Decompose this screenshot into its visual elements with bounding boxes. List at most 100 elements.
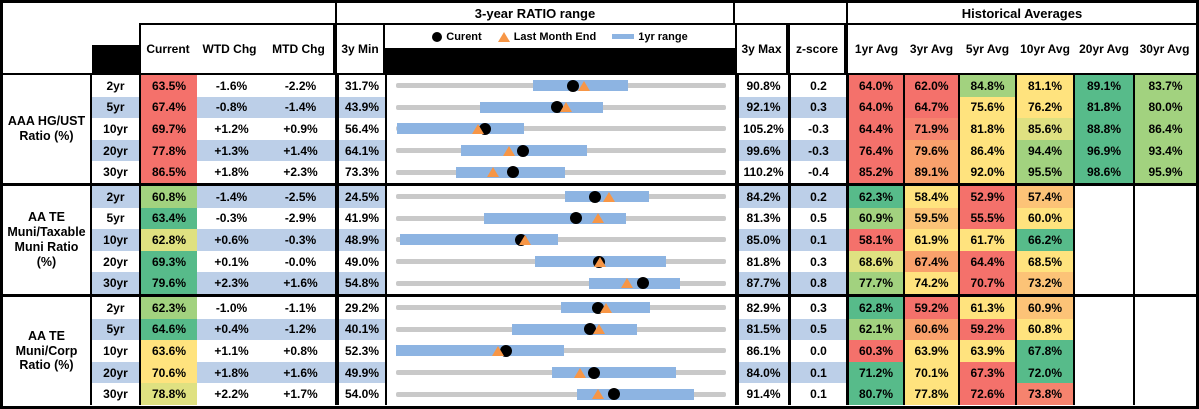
3y-min-cell: 49.0% [335,250,385,273]
range-chart-cell [385,139,735,162]
hist-avg-cell [1073,229,1133,251]
ratio-group-3: AA TE Muni/Corp Ratio (%) 2yr 62.3% -1.0% -1.1… [3,293,1196,405]
hist-avg-cell: 93.4% [1133,139,1196,162]
current-cell: 70.6% [139,361,197,384]
last-month-end-triangle [620,278,633,289]
hist-avg-cell: 58.4% [903,185,958,208]
3y-min-cell: 29.2% [335,296,385,319]
hist-avg-cell: 96.9% [1073,139,1133,162]
current-cell: 86.5% [139,161,197,183]
chart-legend: Curent Last Month End 1yr range [385,25,735,48]
hist-avg-cell: 76.2% [1015,96,1073,119]
hist-avg-cell: 81.1% [1015,75,1073,97]
3y-max-cell: 92.1% [735,96,788,119]
hist-avg-cell: 59.2% [903,296,958,319]
one-year-range-bar [397,123,524,135]
range-chart-cell [385,318,735,341]
one-year-range-bar [479,101,604,113]
last-month-end-triangle [574,367,587,378]
wtd-chg-cell: -0.3% [197,207,266,230]
z-score-cell: 0.1 [788,383,846,405]
current-cell: 63.5% [139,75,197,97]
current-column-header: Current [146,42,190,56]
3y-min-cell: 40.1% [335,318,385,341]
current-cell: 69.3% [139,250,197,273]
wtd-chg-cell: +1.8% [197,361,266,384]
range-chart-cell [385,161,735,183]
group-label: AAA HG/UST Ratio (%) [3,75,90,183]
maturity-cell: 30yr [90,161,139,183]
3y-max-cell: 82.9% [735,296,788,319]
hist-avg-cell: 73.8% [1015,383,1073,405]
3y-max-cell: 90.8% [735,75,788,97]
range-chart-cell [385,229,735,251]
current-dot [636,277,649,290]
one-year-range-bar [552,367,677,379]
range-chart-cell [385,118,735,140]
hist-avg-cell [1133,185,1196,208]
hist-avg-cell: 81.8% [1073,96,1133,119]
last-month-end-triangle [599,302,612,313]
wtd-chg-cell: +1.3% [197,139,266,162]
hist-avg-cell [1073,207,1133,230]
hist-avg-cell [1073,272,1133,294]
last-month-end-triangle [491,345,504,356]
hist-avg-cell: 60.8% [1015,318,1073,341]
hist-avg-cell: 88.8% [1073,118,1133,140]
mtd-chg-cell: -0.0% [266,250,335,273]
maturity-cell: 2yr [90,75,139,97]
mtd-chg-cell: +1.4% [266,139,335,162]
hist-avg-cell [1073,185,1133,208]
z-score-cell: 0.5 [788,207,846,230]
last-month-end-triangle [592,213,605,224]
current-cell: 62.3% [139,296,197,319]
hist-avg-cell: 80.0% [1133,96,1196,119]
legend-1yr-range: 1yr range [612,31,688,43]
hist-avg-cell [1133,229,1196,251]
hist-avg-cell: 52.9% [958,185,1015,208]
legend-last-month-label: Last Month End [513,30,597,43]
hist-avg-cell: 71.2% [846,361,903,384]
20yr-avg-column-header: 20yr Avg [1079,42,1129,56]
one-year-range-bar-icon [612,34,635,39]
mtd-chg-cell: +1.6% [266,272,335,294]
hist-avg-cell: 72.0% [1015,361,1073,384]
hist-avg-cell: 64.7% [903,96,958,119]
hist-avg-cell: 77.8% [903,383,958,405]
hist-avg-cell: 70.7% [958,272,1015,294]
hist-avg-cell: 62.8% [846,296,903,319]
last-month-end-triangle-icon [497,31,510,42]
wtd-chg-cell: +2.2% [197,383,266,405]
3y-min-cell: 54.0% [335,383,385,405]
3y-max-cell: 87.7% [735,272,788,294]
mtd-chg-cell: -1.4% [266,96,335,119]
mtd-chg-cell: -2.2% [266,75,335,97]
3y-min-cell: 43.9% [335,96,385,119]
hist-avg-cell: 84.8% [958,75,1015,97]
z-score-cell: 0.5 [788,318,846,341]
hist-avg-cell [1073,250,1133,273]
range-section-title: 3-year RATIO range [335,3,735,25]
hist-avg-cell: 83.7% [1133,75,1196,97]
3y-max-cell: 110.2% [735,161,788,183]
mtd-chg-cell: +0.8% [266,340,335,362]
current-cell: 63.4% [139,207,197,230]
wtd-chg-cell: -1.4% [197,185,266,208]
hist-avg-cell: 86.4% [958,139,1015,162]
hist-avg-cell: 79.6% [903,139,958,162]
hist-avg-cell: 98.6% [1073,161,1133,183]
legend-current-label: Curent [446,30,482,43]
hist-avg-cell: 66.2% [1015,229,1073,251]
one-year-range-bar [511,323,637,335]
maturity-cell: 30yr [90,383,139,405]
hist-avg-cell: 62.3% [846,185,903,208]
mtd-chg-cell: -0.3% [266,229,335,251]
range-chart-cell [385,296,735,319]
hist-avg-cell: 60.0% [1015,207,1073,230]
hist-avg-cell [1133,340,1196,362]
hist-avg-cell: 64.0% [846,75,903,97]
one-year-range-bar [483,212,626,224]
z-score-cell: -0.4 [788,161,846,183]
ratio-group-1: AAA HG/UST Ratio (%) 2yr 63.5% -1.6% -2.2% 31.… [3,75,1196,183]
